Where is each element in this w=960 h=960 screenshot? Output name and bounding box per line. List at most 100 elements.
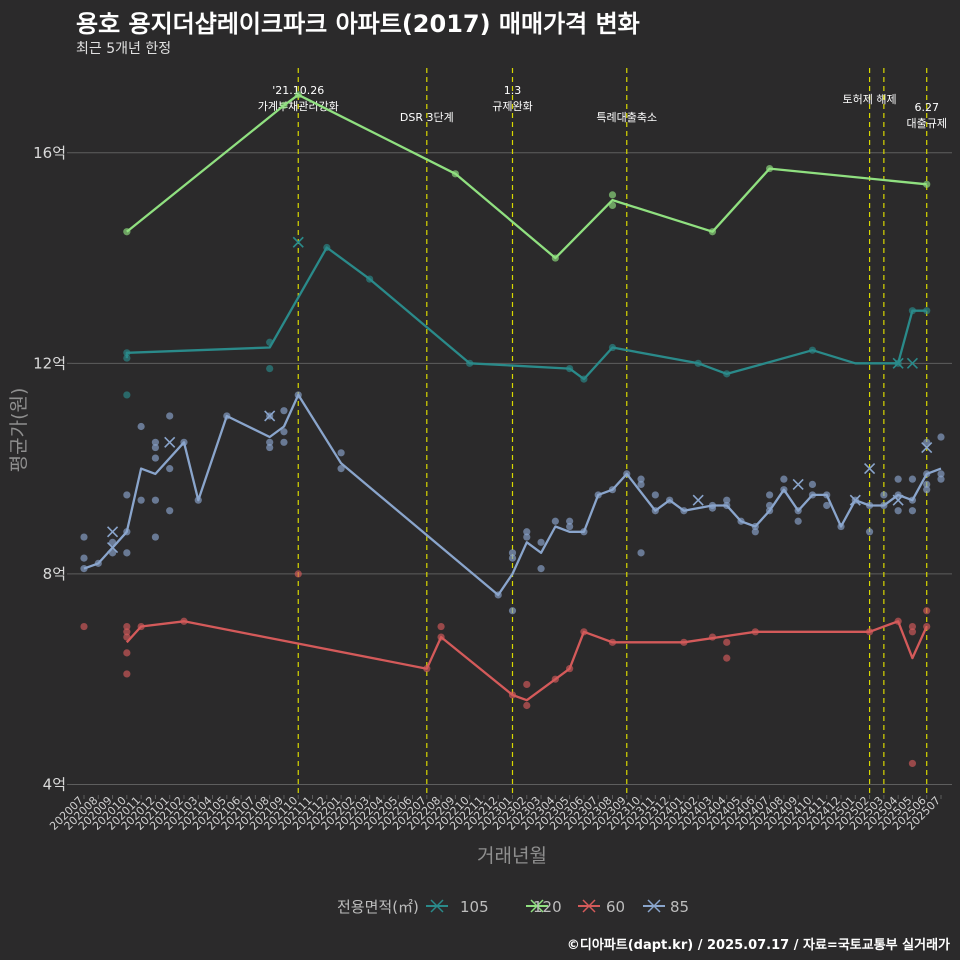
series-line-105 xyxy=(125,246,927,381)
y-tick-label: 16억 xyxy=(33,144,66,162)
data-point xyxy=(80,554,88,562)
data-point xyxy=(551,517,559,525)
legend-swatch-cross xyxy=(582,899,596,913)
cancelled-deal-marker xyxy=(792,478,804,490)
legend-label-105: 105 xyxy=(460,898,489,916)
data-point xyxy=(508,607,517,615)
data-point xyxy=(523,701,531,710)
data-point xyxy=(923,607,931,615)
event-annotation: 1.3 xyxy=(504,84,522,97)
data-point xyxy=(337,449,345,457)
data-point xyxy=(908,759,917,768)
data-point xyxy=(523,680,531,689)
data-point xyxy=(751,528,759,536)
x-axis-title: 거래년월 xyxy=(477,845,547,867)
legend-title: 전용면적(㎡) xyxy=(337,898,419,916)
data-point xyxy=(123,649,131,657)
data-point xyxy=(923,438,931,446)
series-60 xyxy=(80,570,931,768)
data-point xyxy=(937,470,945,478)
legend-label-85: 85 xyxy=(670,898,689,916)
data-point xyxy=(537,565,545,573)
data-point xyxy=(151,443,160,452)
source-caption: ©디아파트(dapt.kr) / 2025.07.17 / 자료=국토교통부 실… xyxy=(566,938,950,953)
legend-swatch-cross xyxy=(430,899,444,913)
data-point xyxy=(80,622,88,631)
series-line-120 xyxy=(126,93,927,260)
data-point xyxy=(294,570,302,578)
legend: 전용면적(㎡) 105 120 60 85 xyxy=(337,898,689,916)
data-point xyxy=(780,475,788,483)
legend-label-120: 120 xyxy=(533,898,562,916)
event-annotation: '21.10.26 xyxy=(272,84,324,97)
data-point xyxy=(766,491,774,499)
axis-layer: 4억8억12억16억202007202008202009202010202011… xyxy=(33,144,943,833)
series-line-60 xyxy=(125,620,928,702)
event-annotation: 규제완화 xyxy=(492,100,532,113)
data-point xyxy=(894,475,902,483)
data-point xyxy=(151,438,160,446)
data-point xyxy=(566,517,574,525)
data-point xyxy=(908,507,917,515)
cancelled-deal-marker xyxy=(292,236,304,248)
data-point xyxy=(123,491,131,499)
cancelled-deal-marker xyxy=(921,441,933,454)
chart-subtitle: 최근 5개년 한정 xyxy=(76,41,172,57)
data-point xyxy=(823,501,831,510)
data-point xyxy=(908,475,917,483)
cancelled-deal-marker xyxy=(864,463,876,475)
data-point xyxy=(266,443,274,452)
data-point xyxy=(937,475,945,483)
data-point xyxy=(808,480,817,489)
data-point xyxy=(923,307,931,315)
y-axis-title: 평균가(원) xyxy=(8,388,30,473)
data-point xyxy=(123,628,131,636)
data-point xyxy=(923,486,931,494)
data-point xyxy=(723,496,731,504)
chart-title: 용호 용지더샵레이크파크 아파트(2017) 매매가격 변화 xyxy=(76,10,640,38)
data-point xyxy=(151,533,160,541)
data-point xyxy=(637,549,645,557)
data-point xyxy=(608,201,617,209)
event-annotation: 토허제 해제 xyxy=(843,92,897,106)
data-point xyxy=(523,528,531,536)
data-point xyxy=(865,528,874,536)
data-point xyxy=(923,480,931,489)
data-point xyxy=(151,454,160,462)
data-point xyxy=(637,475,645,483)
data-point xyxy=(337,465,345,473)
data-point xyxy=(266,438,274,446)
cancelled-deal-marker xyxy=(107,526,119,538)
event-annotation: DSR 3단계 xyxy=(400,111,454,124)
series-layer xyxy=(80,91,945,768)
data-point xyxy=(651,491,659,499)
data-point xyxy=(80,533,88,541)
data-point xyxy=(880,491,888,499)
legend-swatch-cross xyxy=(530,899,544,913)
data-point xyxy=(137,422,145,431)
legend-label-60: 60 xyxy=(606,898,625,916)
data-point xyxy=(137,496,145,504)
series-85 xyxy=(80,391,945,615)
event-annotation: 대출규제 xyxy=(906,117,946,130)
data-point xyxy=(166,465,174,473)
data-point xyxy=(123,391,131,399)
data-point xyxy=(123,670,131,678)
series-line-85 xyxy=(83,393,942,597)
data-point xyxy=(923,180,931,188)
data-point xyxy=(508,549,517,557)
data-point xyxy=(908,622,917,631)
y-tick-label: 8억 xyxy=(43,565,66,583)
data-point xyxy=(266,364,274,373)
series-105 xyxy=(123,236,931,399)
event-annotation: 6.27 xyxy=(914,101,939,114)
data-point xyxy=(937,433,945,441)
data-point xyxy=(508,554,517,562)
data-point xyxy=(523,533,531,541)
data-point xyxy=(280,428,288,436)
data-point xyxy=(794,517,802,525)
data-point xyxy=(723,654,731,662)
data-point xyxy=(908,628,917,636)
y-tick-label: 12억 xyxy=(33,354,66,372)
